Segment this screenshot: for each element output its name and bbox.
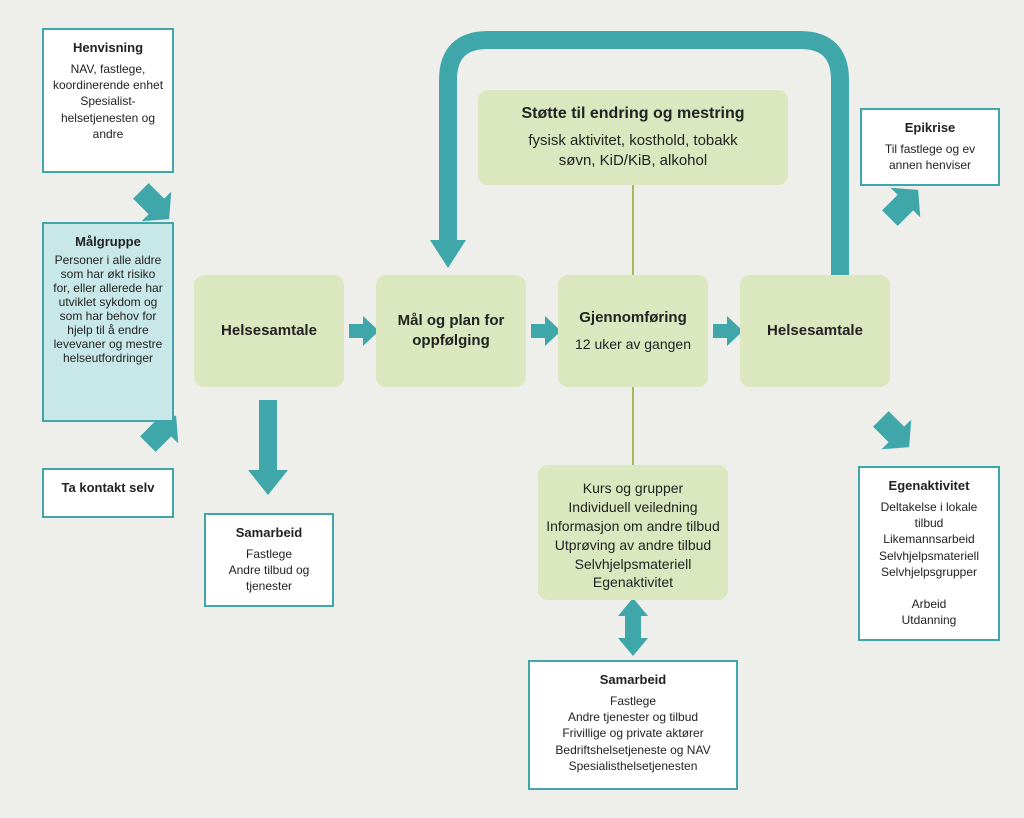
arrow-step1 [349, 316, 379, 346]
box-epikrise-body: Til fastlege og ev annen henviser [870, 141, 990, 173]
box-samarbeid1-title: Samarbeid [214, 525, 324, 540]
box-epikrise: Epikrise Til fastlege og ev annen henvise… [860, 108, 1000, 186]
box-malgruppe-body: Personer i alle aldre som har økt risiko… [52, 253, 164, 365]
box-henvisning-body: NAV, fastlege, koordinerende enhetSpesia… [52, 61, 164, 142]
box-helsesamtale2: Helsesamtale [740, 275, 890, 387]
box-detaljer-body: Kurs og grupperIndividuell veiledningInf… [546, 479, 720, 592]
box-malgruppe: Målgruppe Personer i alle aldre som har ø… [42, 222, 174, 422]
box-stotte-title: Støtte til endring og mestring [521, 103, 744, 125]
helsesamtale2-to-egenaktivitet [866, 404, 924, 462]
box-samarbeid2-body: FastlegeAndre tjenester og tilbudFrivill… [538, 693, 728, 774]
box-samarbeid1-body: FastlegeAndre tilbud og tjenester [214, 546, 324, 595]
box-stotte: Støtte til endring og mestring fysisk akt… [478, 90, 788, 185]
arrow-step3 [713, 316, 743, 346]
box-epikrise-title: Epikrise [870, 120, 990, 135]
box-egenaktivitet: Egenaktivitet Deltakelse i lokale tilbudL… [858, 466, 1000, 641]
box-egenaktivitet-title: Egenaktivitet [868, 478, 990, 493]
arrow-helsesamtale-to-samarbeid [248, 400, 288, 495]
box-helsesamtale1-title: Helsesamtale [221, 321, 317, 341]
box-egenaktivitet-body: Deltakelse i lokale tilbudLikemannsarbei… [868, 499, 990, 629]
box-henvisning-title: Henvisning [52, 40, 164, 55]
arrow-step2 [531, 316, 561, 346]
box-samarbeid2-title: Samarbeid [538, 672, 728, 687]
box-maalplan: Mål og plan for oppfølging [376, 275, 526, 387]
box-stotte-body: fysisk aktivitet, kosthold, tobakksøvn, … [528, 131, 737, 172]
box-maalplan-title: Mål og plan for oppfølging [384, 311, 518, 352]
arrow-detaljer-samarbeid [618, 598, 648, 656]
box-gjennomforing: Gjennomføring 12 uker av gangen [558, 275, 708, 387]
box-helsesamtale1: Helsesamtale [194, 275, 344, 387]
box-gjennomforing-body: 12 uker av gangen [575, 335, 691, 354]
box-samarbeid2: Samarbeid FastlegeAndre tjenester og tilb… [528, 660, 738, 790]
box-detaljer: Kurs og grupperIndividuell veiledningInf… [538, 465, 728, 600]
box-takontakt: Ta kontakt selv [42, 468, 174, 518]
box-malgruppe-title: Målgruppe [52, 234, 164, 249]
box-samarbeid1: Samarbeid FastlegeAndre tilbud og tjenest… [204, 513, 334, 607]
box-henvisning: Henvisning NAV, fastlege, koordinerende e… [42, 28, 174, 173]
box-takontakt-title: Ta kontakt selv [52, 480, 164, 495]
box-helsesamtale2-title: Helsesamtale [767, 321, 863, 341]
box-gjennomforing-title: Gjennomføring [579, 308, 687, 328]
